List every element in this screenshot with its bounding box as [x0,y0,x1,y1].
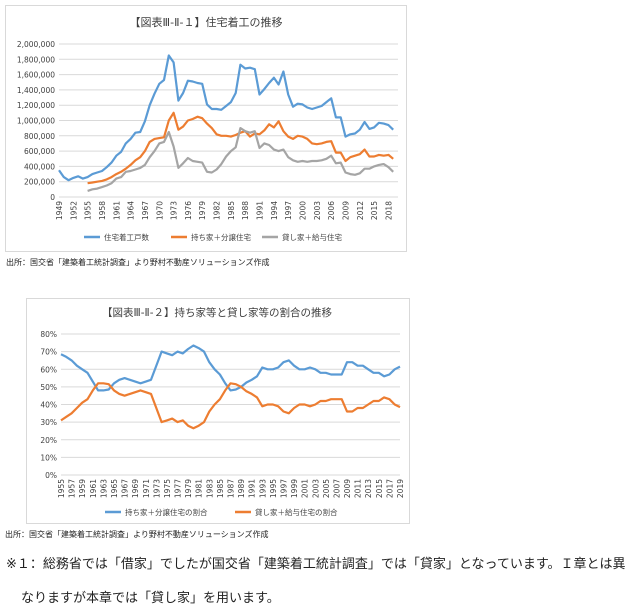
y-tick-label: 10% [40,453,57,462]
x-tick-label: 1973 [170,201,179,220]
chart-title: 【図表Ⅲ-Ⅱ-１】住宅着工の推移 [130,15,283,29]
x-tick-label: 2012 [356,201,365,220]
series-line-0 [58,54,394,182]
y-tick-label: 200,000 [24,178,55,187]
x-tick-label: 1973 [152,479,161,498]
x-tick-label: 1976 [184,201,193,220]
y-tick-label: 400,000 [24,162,55,171]
y-tick-label: 80% [40,330,57,339]
x-tick-label: 1979 [184,479,193,498]
x-tick-label: 1971 [142,479,151,498]
chart1-source-note: 出所：国交省「建築着工統計調査」より野村不動産ソリューションズ作成 [6,258,270,267]
x-tick-label: 2015 [370,201,379,220]
y-tick-label: 0 [50,193,55,202]
y-tick-label: 40% [40,401,57,410]
x-tick-label: 1959 [78,479,87,498]
x-tick-label: 2007 [332,479,341,498]
y-tick-label: 0% [45,471,57,480]
y-tick-label: 1,400,000 [17,86,55,95]
y-tick-label: 70% [40,348,57,357]
x-tick-label: 1979 [198,201,207,220]
x-tick-label: 1970 [155,201,164,220]
x-tick-label: 2013 [364,479,373,498]
x-tick-label: 2000 [299,201,308,220]
x-tick-label: 1969 [131,479,140,498]
x-tick-label: 2009 [341,201,350,220]
x-tick-label: 1995 [269,479,278,498]
footnote-line-1: ※１：総務省では「借家」でしたが国交省「建築着工統計調査」では「貸家」となってい… [6,557,626,572]
y-tick-label: 1,000,000 [17,117,55,126]
x-tick-label: 1957 [68,479,77,498]
x-tick-label: 1991 [256,201,265,220]
x-tick-label: 1963 [99,479,108,498]
y-tick-label: 50% [40,383,57,392]
x-tick-label: 2019 [396,479,405,498]
y-tick-label: 800,000 [24,132,55,141]
series-line-2 [87,127,394,192]
x-tick-label: 1987 [227,479,236,498]
ownership-share-chart: 【図表Ⅲ-Ⅱ-２】持ち家等と貸し家等の割合の推移 0% 10% 20% 30% 40% 50… [26,298,410,524]
x-tick-label: 1958 [98,201,107,220]
x-tick-label: 2003 [311,479,320,498]
x-tick-label: 1977 [174,479,183,498]
x-tick-label: 2018 [384,201,393,220]
x-tick-label: 1985 [216,479,225,498]
x-tick-label: 1994 [270,201,279,220]
x-tick-label: 1993 [258,479,267,498]
housing-starts-chart: 【図表Ⅲ-Ⅱ-１】住宅着工の推移 0 200,000 400,000 600,000 80… [5,5,407,252]
x-tick-label: 1997 [279,479,288,498]
x-tick-label: 1991 [248,479,257,498]
x-tick-label: 2001 [301,479,310,498]
y-tick-label: 1,200,000 [17,101,55,110]
chart2-source-note: 出所：国交省「建築着工統計調査」より野村不動産ソリューションズ作成 [5,530,269,539]
y-tick-label: 1,600,000 [17,71,55,80]
legend-label-0: 住宅着工戸数 [104,232,149,242]
series-line-0 [60,344,401,392]
x-tick-label: 1985 [227,201,236,220]
x-tick-label: 2009 [343,479,352,498]
x-tick-label: 1964 [127,201,136,220]
series-line-1 [60,382,401,430]
x-tick-label: 1952 [69,201,78,220]
x-tick-label: 2015 [375,479,384,498]
y-tick-label: 600,000 [24,147,55,156]
x-tick-label: 1988 [241,201,250,220]
legend-label-1: 持ち家＋分譲住宅 [191,232,251,242]
housing-starts-chart-svg: 【図表Ⅲ-Ⅱ-１】住宅着工の推移 0 200,000 400,000 600,000 80… [17,15,398,242]
y-tick-label: 60% [40,365,57,374]
y-tick-label: 2,000,000 [17,40,55,49]
x-tick-label: 1989 [237,479,246,498]
x-tick-label: 1955 [57,479,66,498]
legend-label-1: 貸し家＋給与住宅の割合 [255,507,338,517]
x-tick-label: 1997 [284,201,293,220]
legend-label-0: 持ち家＋分譲住宅の割合 [125,507,208,517]
chart-title: 【図表Ⅲ-Ⅱ-２】持ち家等と貸し家等の割合の推移 [102,306,332,319]
y-tick-label: 20% [40,436,57,445]
x-tick-label: 1965 [110,479,119,498]
x-tick-label: 1961 [89,479,98,498]
ownership-share-chart-svg: 【図表Ⅲ-Ⅱ-２】持ち家等と貸し家等の割合の推移 0% 10% 20% 30% 40% 50… [40,306,405,517]
x-tick-label: 1999 [290,479,299,498]
x-tick-label: 2011 [354,479,363,498]
y-tick-label: 30% [40,418,57,427]
x-tick-label: 1975 [163,479,172,498]
x-tick-label: 1983 [205,479,214,498]
x-tick-label: 1967 [141,201,150,220]
x-tick-label: 2005 [322,479,331,498]
x-tick-label: 1981 [195,479,204,498]
x-tick-label: 1949 [55,201,64,220]
legend-label-2: 貸し家＋給与住宅 [282,232,342,242]
x-tick-label: 1982 [213,201,222,220]
x-tick-label: 1955 [84,201,93,220]
x-tick-label: 2003 [313,201,322,220]
x-tick-label: 1967 [121,479,130,498]
y-tick-label: 1,800,000 [17,55,55,64]
footnote-line-2: なりますが本章では「貸し家」を用います。 [21,591,280,606]
x-tick-label: 2006 [327,201,336,220]
x-tick-label: 1961 [112,201,121,220]
x-tick-label: 2017 [385,479,394,498]
